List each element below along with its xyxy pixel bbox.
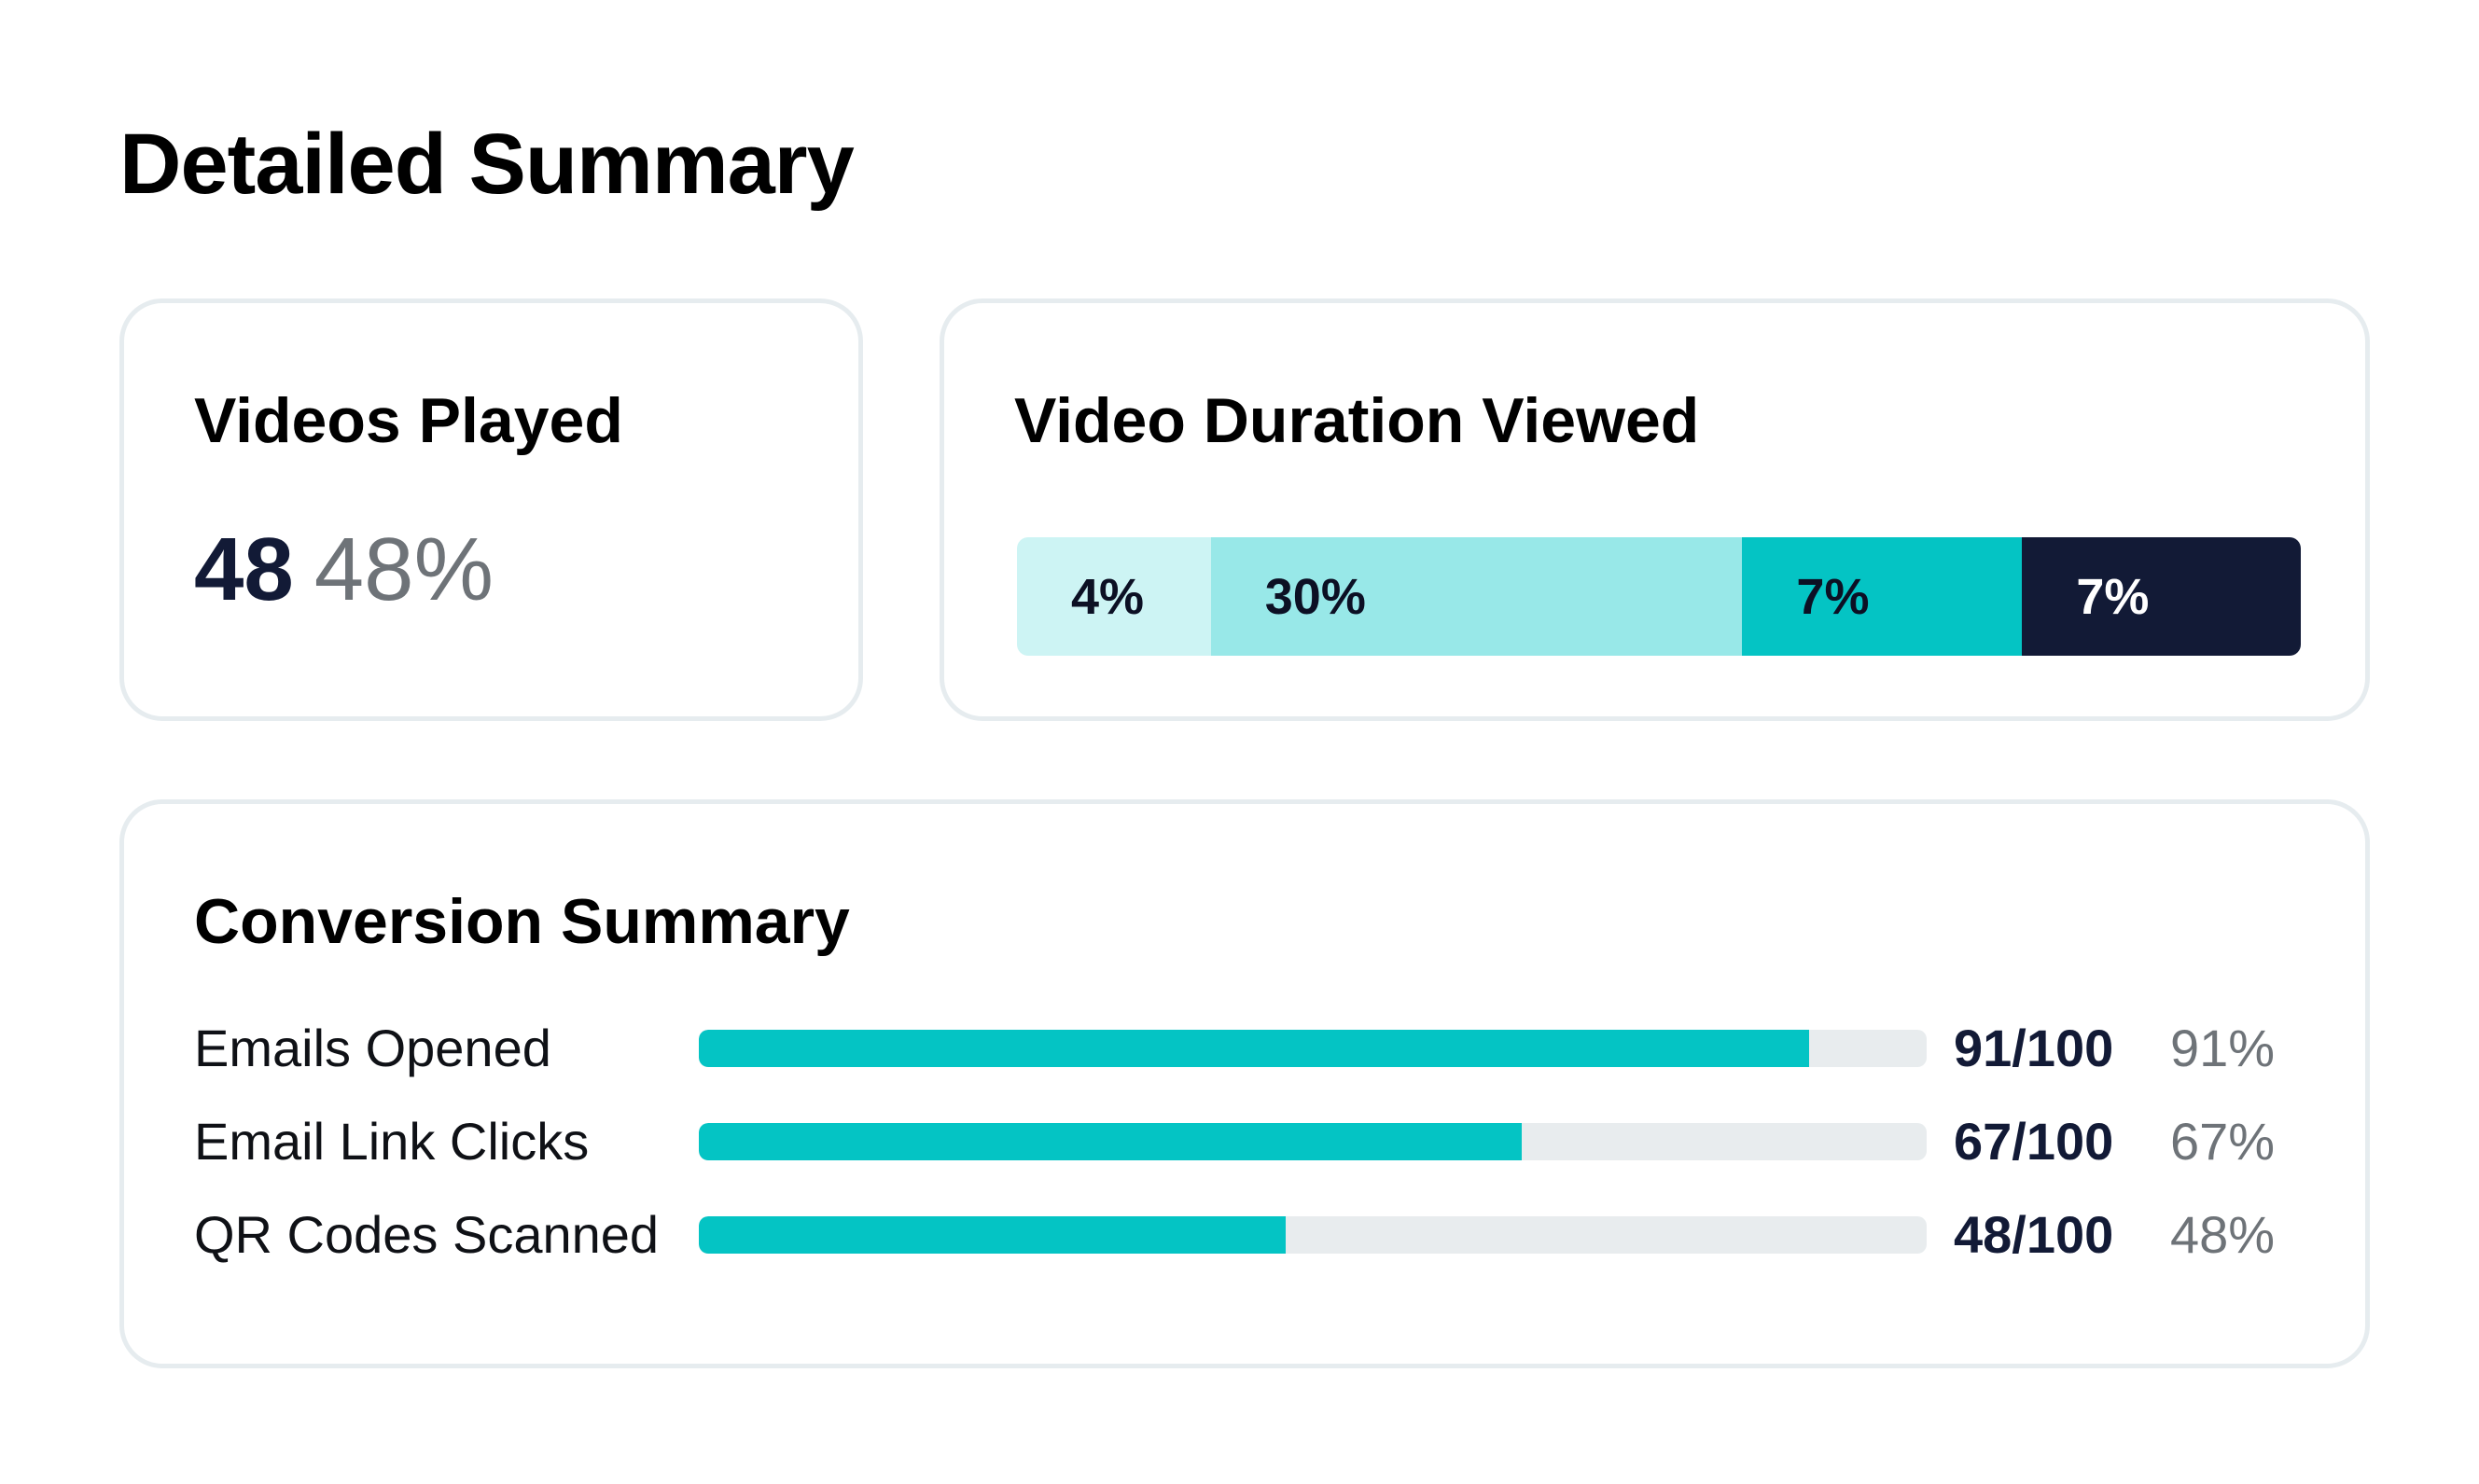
videos-played-count: 48 [194, 520, 294, 619]
duration-segment-2[interactable]: 30% [1210, 537, 1743, 656]
conversion-percent: 67% [2170, 1112, 2276, 1171]
conversion-percent: 91% [2170, 1019, 2276, 1077]
conversion-row-email-link-clicks: Email Link Clicks 67/100 67% [124, 1104, 2365, 1179]
page-title: Detailed Summary [119, 117, 855, 212]
conversion-progress-fill [699, 1030, 1809, 1067]
conversion-row-qr-codes-scanned: QR Codes Scanned 48/100 48% [124, 1198, 2365, 1272]
conversion-summary-title: Conversion Summary [194, 886, 850, 957]
duration-segment-3[interactable]: 7% [1742, 537, 2023, 656]
conversion-progress-track [699, 1216, 1927, 1254]
videos-played-card: Videos Played 48 48% [119, 298, 863, 721]
conversion-percent: 48% [2170, 1205, 2276, 1264]
conversion-label: QR Codes Scanned [194, 1205, 660, 1264]
conversion-ratio: 48/100 [1954, 1205, 2114, 1264]
conversion-progress-fill [699, 1123, 1522, 1160]
duration-segment-4[interactable]: 7% [2022, 537, 2301, 656]
videos-played-percent: 48% [313, 520, 494, 619]
video-duration-card: Video Duration Viewed 4% 30% 7% 7% [940, 298, 2370, 721]
conversion-label: Emails Opened [194, 1019, 551, 1077]
conversion-progress-fill [699, 1216, 1287, 1254]
videos-played-stat: 48 48% [194, 525, 494, 615]
conversion-summary-card: Conversion Summary Emails Opened 91/100 … [119, 799, 2370, 1368]
conversion-ratio: 67/100 [1954, 1112, 2114, 1171]
duration-stacked-bar: 4% 30% 7% 7% [1017, 537, 2301, 656]
video-duration-title: Video Duration Viewed [1014, 385, 1700, 456]
conversion-label: Email Link Clicks [194, 1112, 590, 1171]
conversion-progress-track [699, 1030, 1927, 1067]
conversion-ratio: 91/100 [1954, 1019, 2114, 1077]
conversion-progress-track [699, 1123, 1927, 1160]
duration-segment-1[interactable]: 4% [1017, 537, 1211, 656]
conversion-row-emails-opened: Emails Opened 91/100 91% [124, 1011, 2365, 1086]
videos-played-title: Videos Played [194, 385, 623, 456]
